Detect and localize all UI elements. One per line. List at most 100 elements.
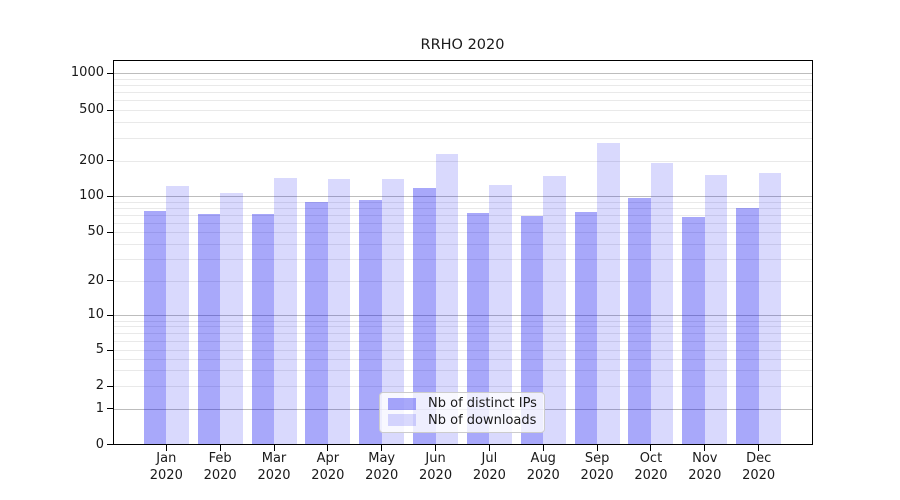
bar-may-nb-of-downloads xyxy=(381,178,405,445)
x-tick-label: Oct 2020 xyxy=(619,451,683,484)
bar-apr-nb-of-distinct-ips xyxy=(305,201,328,445)
minor-gridline xyxy=(113,122,812,124)
x-tick-mark xyxy=(327,445,329,451)
y-tick-mark xyxy=(107,444,113,445)
x-tick-year: 2020 xyxy=(634,467,668,483)
y-tick-label: 5 xyxy=(95,342,104,357)
bar-dec-nb-of-distinct-ips xyxy=(736,207,759,445)
x-tick-year: 2020 xyxy=(149,467,183,483)
y-tick-label: 2 xyxy=(95,378,104,394)
y-tick-label: 50 xyxy=(87,224,104,240)
bar-dec-nb-of-downloads xyxy=(758,173,782,445)
minor-gridline xyxy=(113,333,812,335)
minor-gridline xyxy=(113,92,812,94)
x-tick-month: Mar xyxy=(261,451,287,466)
bar-aug-nb-of-distinct-ips xyxy=(520,216,544,445)
bar-jun-nb-of-distinct-ips xyxy=(413,188,436,445)
y-tick-mark xyxy=(107,195,113,197)
minor-gridline xyxy=(113,320,812,322)
x-tick-year: 2020 xyxy=(472,467,506,483)
minor-gridline xyxy=(113,110,812,111)
x-tick-mark xyxy=(488,445,490,451)
x-tick-year: 2020 xyxy=(526,467,560,483)
minor-gridline xyxy=(113,100,812,102)
major-gridline xyxy=(113,73,812,75)
y-tick-mark xyxy=(107,231,113,233)
bar-mar-nb-of-downloads xyxy=(274,177,297,445)
x-tick-month: Feb xyxy=(208,451,232,466)
x-tick-label: Jan 2020 xyxy=(134,451,198,484)
y-tick-label: 1 xyxy=(95,400,104,416)
bar-jan-nb-of-distinct-ips xyxy=(143,211,167,445)
minor-gridline xyxy=(113,259,812,261)
y-tick-label: 1000 xyxy=(70,65,104,81)
minor-gridline xyxy=(113,160,812,162)
minor-gridline xyxy=(113,201,812,203)
minor-gridline xyxy=(113,358,812,360)
minor-gridline xyxy=(113,350,812,351)
minor-gridline xyxy=(113,370,812,372)
x-tick-label: Apr 2020 xyxy=(296,451,360,484)
x-tick-mark xyxy=(273,445,275,451)
x-tick-mark xyxy=(219,445,221,451)
x-tick-year: 2020 xyxy=(419,467,453,483)
minor-gridline xyxy=(113,78,812,80)
x-tick-month: Jan xyxy=(156,451,177,466)
x-tick-year: 2020 xyxy=(580,467,614,483)
y-tick-label: 20 xyxy=(87,272,104,288)
x-tick-label: Sep 2020 xyxy=(565,451,629,484)
legend-swatch-downloads xyxy=(388,414,416,427)
x-tick-month: Jul xyxy=(481,451,498,466)
x-tick-month: Nov xyxy=(692,451,718,466)
bar-jul-nb-of-downloads xyxy=(489,185,512,445)
y-tick-label: 10 xyxy=(87,307,104,323)
bar-jan-nb-of-downloads xyxy=(166,186,189,445)
x-tick-year: 2020 xyxy=(257,467,291,483)
bar-sep-nb-of-downloads xyxy=(597,143,620,445)
y-tick-mark xyxy=(107,349,113,351)
minor-gridline xyxy=(113,138,812,140)
x-tick-year: 2020 xyxy=(203,467,237,483)
x-tick-label: May 2020 xyxy=(350,451,414,484)
y-tick-label: 0 xyxy=(95,436,104,452)
legend-swatch-distinct-ips xyxy=(388,397,416,410)
x-tick-year: 2020 xyxy=(742,467,776,483)
y-tick-mark xyxy=(107,385,113,387)
bar-feb-nb-of-downloads xyxy=(220,192,243,445)
x-tick-month: Sep xyxy=(584,451,610,466)
x-tick-month: Dec xyxy=(746,451,772,466)
x-tick-mark xyxy=(435,445,437,451)
x-tick-month: Apr xyxy=(316,451,340,466)
minor-gridline xyxy=(113,326,812,328)
bar-nov-nb-of-distinct-ips xyxy=(682,216,705,445)
y-tick-label: 100 xyxy=(79,188,104,203)
bar-jun-nb-of-downloads xyxy=(435,154,459,445)
y-tick-label: 200 xyxy=(79,152,104,168)
legend-entry-distinct-ips: Nb of distinct IPs xyxy=(388,396,537,413)
x-tick-month: Oct xyxy=(639,451,663,466)
major-gridline xyxy=(113,315,812,317)
y-tick-mark xyxy=(107,109,113,111)
bar-sep-nb-of-distinct-ips xyxy=(574,211,598,445)
minor-gridline xyxy=(113,85,812,87)
legend: Nb of distinct IPs Nb of downloads xyxy=(379,391,545,433)
major-gridline xyxy=(113,196,812,197)
x-tick-year: 2020 xyxy=(688,467,722,483)
x-tick-label: Feb 2020 xyxy=(188,451,252,484)
x-tick-label: Jun 2020 xyxy=(404,451,468,484)
minor-gridline xyxy=(113,386,812,388)
x-tick-month: Jun xyxy=(425,451,446,466)
bar-feb-nb-of-distinct-ips xyxy=(197,213,221,445)
bar-nov-nb-of-downloads xyxy=(704,174,728,445)
legend-label-distinct-ips: Nb of distinct IPs xyxy=(428,396,537,412)
bar-oct-nb-of-distinct-ips xyxy=(628,197,651,445)
bar-jul-nb-of-distinct-ips xyxy=(466,213,490,445)
bar-mar-nb-of-distinct-ips xyxy=(251,213,274,445)
x-tick-month: May xyxy=(368,451,396,466)
minor-gridline xyxy=(113,222,812,224)
x-tick-label: Aug 2020 xyxy=(511,451,575,484)
x-tick-mark xyxy=(381,445,383,451)
plot-area xyxy=(113,60,812,445)
x-tick-label: Mar 2020 xyxy=(242,451,306,484)
